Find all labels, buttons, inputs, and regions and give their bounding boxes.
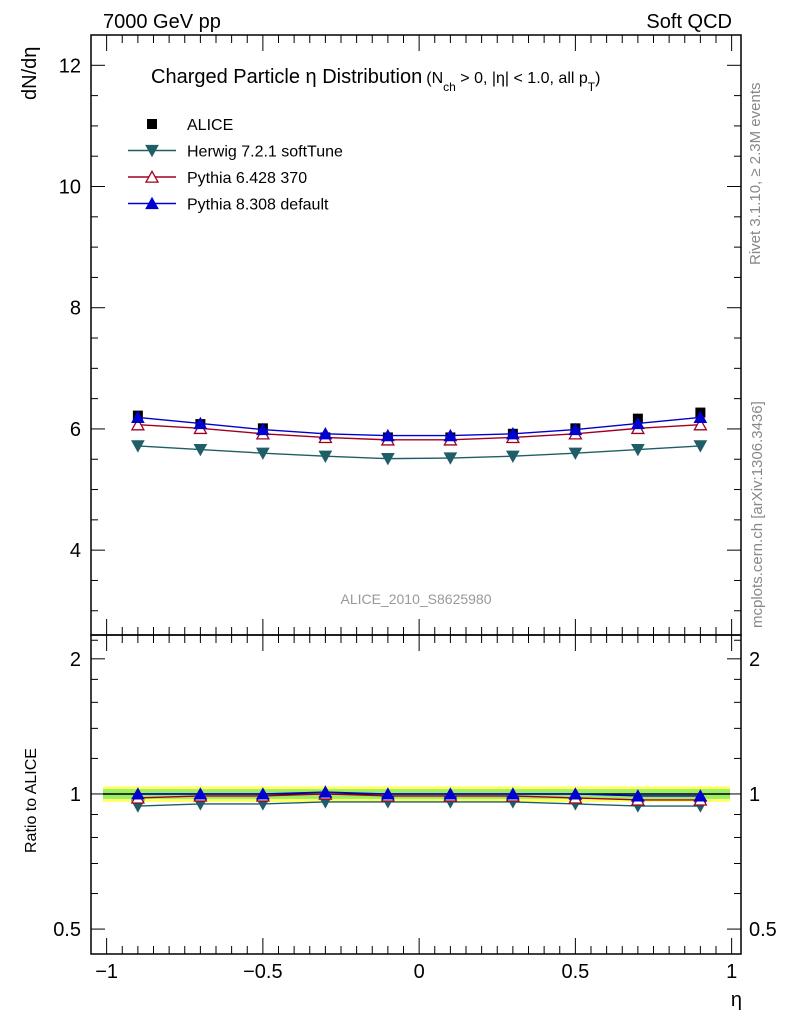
ratio-panel-series — [103, 785, 730, 813]
legend-marker-pythia-6-428-370 — [144, 169, 160, 183]
plot-title-sub-open: (N — [426, 70, 443, 87]
main-ytick-label: 8 — [70, 298, 81, 320]
data-point-herwig-7-2-1-softtune — [256, 447, 270, 460]
ratio-point-pythia-8-308-default — [318, 785, 333, 798]
data-point-herwig-7-2-1-softtune — [193, 443, 208, 457]
legend-label-pythia-8-308-default: Pythia 8.308 default — [187, 197, 329, 214]
series-line-pythia-6-428-370 — [137, 423, 701, 441]
ratio-point-pythia-8-308-default — [256, 787, 270, 800]
ratio-ytick-label-left: 0.5 — [53, 919, 81, 941]
main-ytick-label: 12 — [59, 55, 81, 77]
data-point-herwig-7-2-1-softtune — [318, 450, 333, 463]
plot-title-sub-mid: > 0, |η| < 1.0, all p — [456, 70, 588, 87]
ratio-point-pythia-8-308-default — [131, 787, 145, 800]
ratio-ytick-label-right: 1 — [749, 784, 760, 806]
ratio-point-pythia-8-308-default — [381, 787, 395, 800]
mcplots-reference-label: mcplots.cern.ch [arXiv:1306.3436] — [749, 401, 766, 628]
series-line-herwig-7-2-1-softtune — [137, 445, 701, 460]
legend-marker-alice — [147, 119, 157, 129]
ratio-line-pythia-6-428-370 — [137, 793, 701, 801]
data-point-pythia-8-308-default — [568, 422, 583, 436]
legend: ALICE Herwig 7.2.1 softTune Pythia 6.428 3… — [128, 117, 343, 214]
rivet-version-label: Rivet 3.1.10, ≥ 2.3M events — [747, 83, 764, 266]
data-point-pythia-6-428-370 — [693, 417, 708, 431]
data-point-herwig-7-2-1-softtune — [443, 452, 458, 465]
ratio-ytick-label-right: 0.5 — [749, 919, 777, 941]
legend-label-pythia-6-428-370: Pythia 6.428 370 — [187, 170, 307, 187]
ratio-ytick-label-left: 1 — [70, 784, 81, 806]
ratio-ylabel: Ratio to ALICE — [23, 748, 40, 853]
data-point-pythia-8-308-default — [318, 427, 333, 440]
x-tick-label: 1 — [726, 961, 737, 983]
data-point-herwig-7-2-1-softtune — [131, 440, 145, 453]
data-point-pythia-8-308-default — [443, 428, 458, 442]
main-ytick-label: 10 — [59, 177, 81, 199]
data-point-pythia-6-428-370 — [130, 417, 145, 431]
plot-title-sub-t: T — [588, 80, 596, 94]
ratio-point-pythia-8-308-default — [631, 789, 645, 802]
data-point-pythia-8-308-default — [256, 422, 270, 436]
ratio-point-pythia-8-308-default — [193, 787, 208, 800]
data-point-herwig-7-2-1-softtune — [568, 447, 583, 460]
main-ylabel: dN/dη — [19, 47, 41, 100]
data-point-pythia-8-308-default — [131, 410, 145, 424]
main-ytick-label: 6 — [70, 419, 81, 441]
x-tick-label: −0.5 — [243, 961, 282, 983]
plot-title-main: Charged Particle η Distribution — [151, 66, 422, 88]
plot-title: Charged Particle η Distribution (Nch > 0,… — [151, 66, 600, 94]
x-axis-label: η — [731, 989, 742, 1011]
header-left-label: 7000 GeV pp — [103, 11, 221, 33]
axis-ticks — [91, 34, 741, 954]
data-point-pythia-8-308-default — [506, 427, 520, 440]
data-point-pythia-8-308-default — [693, 410, 708, 424]
main-panel-series — [130, 407, 708, 466]
data-point-pythia-8-308-default — [381, 428, 395, 442]
header-right-label: Soft QCD — [646, 11, 732, 33]
plot-title-sub-close: ) — [595, 70, 600, 87]
ratio-ytick-label-left: 2 — [70, 649, 81, 671]
main-ytick-label: 4 — [70, 540, 81, 562]
ratio-ytick-label-right: 2 — [749, 649, 760, 671]
data-point-pythia-8-308-default — [631, 416, 645, 430]
data-point-herwig-7-2-1-softtune — [631, 443, 645, 457]
plot-title-sub-ch: ch — [443, 80, 456, 94]
data-point-herwig-7-2-1-softtune — [693, 440, 708, 453]
legend-label-herwig-7-2-1-softtune: Herwig 7.2.1 softTune — [187, 144, 343, 161]
x-tick-label: −1 — [95, 961, 118, 983]
ratio-point-pythia-8-308-default — [443, 787, 458, 800]
series-line-pythia-8-308-default — [137, 416, 701, 437]
legend-label-alice: ALICE — [187, 117, 233, 134]
x-tick-label: 0 — [414, 961, 425, 983]
ratio-point-pythia-8-308-default — [693, 789, 708, 802]
data-point-pythia-8-308-default — [193, 416, 208, 430]
ratio-line-pythia-8-308-default — [137, 791, 701, 797]
ratio-line-herwig-7-2-1-softtune — [137, 801, 701, 807]
analysis-watermark: ALICE_2010_S8625980 — [340, 591, 491, 607]
ratio-point-pythia-8-308-default — [506, 787, 520, 800]
ratio-panel-frame — [90, 634, 742, 955]
data-point-herwig-7-2-1-softtune — [381, 453, 395, 466]
legend-marker-pythia-8-308-default — [145, 196, 159, 210]
data-point-herwig-7-2-1-softtune — [506, 450, 520, 463]
ratio-point-pythia-8-308-default — [568, 787, 583, 800]
x-tick-label: 0.5 — [561, 961, 589, 983]
legend-marker-herwig-7-2-1-softtune — [145, 144, 159, 158]
